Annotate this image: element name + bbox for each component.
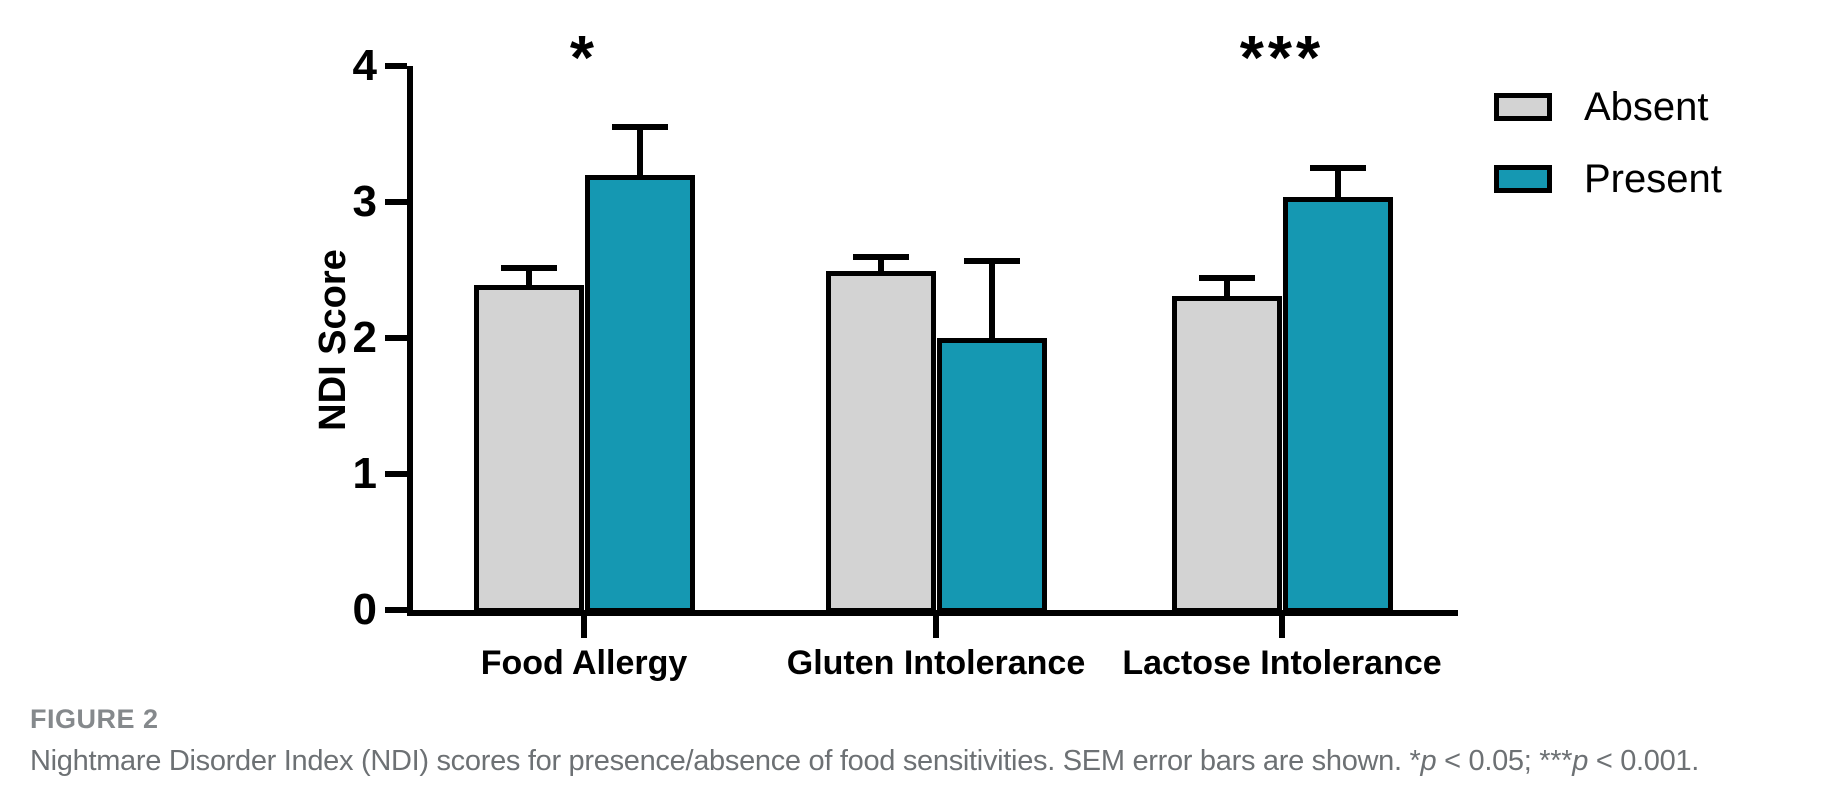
bar-present-1: [937, 338, 1047, 613]
figure-caption: Nightmare Disorder Index (NDI) scores fo…: [30, 741, 1820, 781]
y-tick: [385, 199, 407, 205]
significance-marker: *: [569, 24, 599, 93]
x-category-label: Lactose Intolerance: [1122, 644, 1442, 682]
y-tick-label: 2: [352, 313, 377, 362]
x-category-label: Food Allergy: [480, 644, 688, 682]
x-tick: [1279, 616, 1285, 638]
significance-marker: ***: [1239, 24, 1325, 93]
legend-swatch-present: [1494, 165, 1552, 193]
error-bar-cap: [853, 254, 909, 261]
error-bar-cap: [964, 258, 1020, 265]
legend-label-present: Present: [1584, 157, 1722, 201]
error-bar-cap: [612, 123, 668, 130]
x-axis-line: [407, 610, 1458, 616]
error-bar-stem: [989, 260, 995, 340]
caption-text: Nightmare Disorder Index (NDI) scores fo…: [30, 745, 1421, 777]
legend-swatch-absent: [1494, 93, 1552, 121]
error-bar-stem: [1224, 276, 1230, 298]
bar-present-2: [1283, 196, 1393, 613]
error-bar-cap: [1199, 274, 1255, 281]
y-tick: [385, 471, 407, 477]
x-tick: [581, 616, 587, 638]
y-axis-line: [407, 66, 413, 616]
error-bar-cap: [501, 265, 557, 272]
y-tick: [385, 335, 407, 341]
figure-label: FIGURE 2: [30, 704, 159, 734]
legend-label-absent: Absent: [1584, 85, 1709, 129]
x-category-label: Gluten Intolerance: [786, 644, 1086, 682]
y-tick-label: 0: [352, 585, 377, 634]
y-tick: [385, 607, 407, 613]
error-bar-stem: [878, 256, 884, 274]
error-bar-stem: [1335, 166, 1341, 199]
bar-absent-1: [826, 271, 936, 613]
error-bar-cap: [1310, 164, 1366, 171]
bar-present-0: [585, 174, 695, 613]
caption-text: < 0.001.: [1588, 745, 1700, 777]
error-bar-stem: [526, 267, 532, 287]
bar-absent-0: [474, 284, 584, 613]
caption-italic-p: p: [1420, 745, 1437, 777]
plot-area: NDI Score 0 1 2 3 4 Food Allergy Gluten Intole…: [312, 24, 1722, 683]
caption-text: < 0.05; ***: [1436, 745, 1573, 777]
y-tick-label: 3: [352, 177, 377, 226]
caption-italic-p: p: [1572, 745, 1589, 777]
y-tick-label: 1: [352, 449, 377, 498]
x-tick: [933, 616, 939, 638]
y-tick-label: 4: [352, 41, 377, 90]
bar-absent-2: [1172, 295, 1282, 613]
error-bar-stem: [637, 125, 643, 177]
y-tick: [385, 63, 407, 69]
